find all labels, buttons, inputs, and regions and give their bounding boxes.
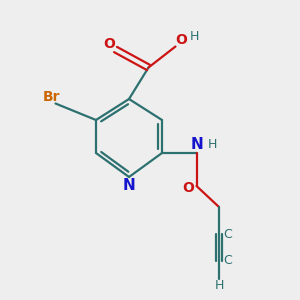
Text: N: N [190, 137, 203, 152]
Text: O: O [175, 33, 187, 47]
Text: O: O [103, 37, 115, 50]
Text: H: H [189, 29, 199, 43]
Text: H: H [214, 279, 224, 292]
Text: C: C [223, 227, 232, 241]
Text: N: N [123, 178, 135, 193]
Text: H: H [207, 138, 217, 151]
Text: Br: Br [43, 90, 61, 104]
Text: C: C [223, 254, 232, 268]
Text: O: O [182, 181, 194, 194]
